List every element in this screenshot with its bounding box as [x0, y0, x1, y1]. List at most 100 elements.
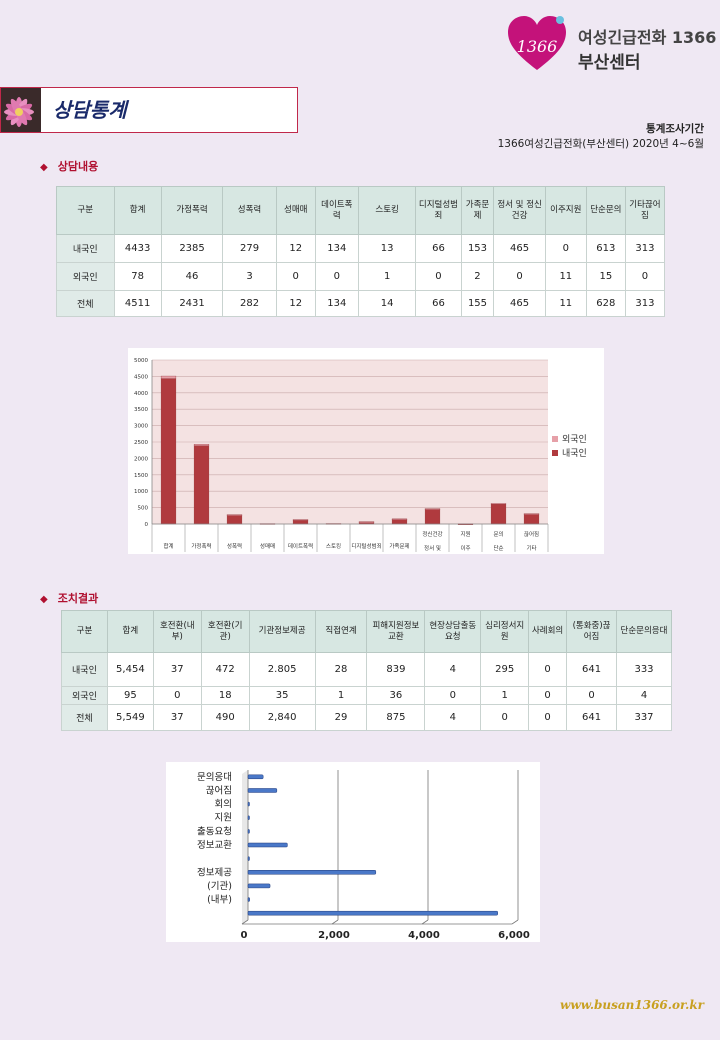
x-tick-label: 정신건강: [422, 530, 442, 538]
table-cell: 4: [616, 686, 672, 705]
column-header: 구분: [61, 610, 108, 653]
survey-period: 통계조사기간 1366여성긴급전화(부산센터) 2020년 4~6월: [498, 122, 704, 152]
column-header: 성폭력: [222, 186, 277, 235]
x-tick-label: 데이트폭력: [288, 542, 313, 550]
table-cell: 613: [585, 234, 626, 263]
bar-domestic: [424, 508, 441, 525]
bar: [247, 856, 250, 861]
bar-domestic: [523, 513, 540, 525]
row-header-cell: 외국인: [56, 262, 115, 291]
period-title: 통계조사기간: [646, 123, 704, 135]
row-header-cell: 외국인: [61, 686, 108, 705]
bar-foreign: [292, 519, 309, 521]
website-url[interactable]: www.busan1366.or.kr: [560, 998, 704, 1012]
y-tick-label: 1500: [134, 473, 148, 479]
table-cell: 1: [480, 686, 530, 705]
bar: [247, 788, 278, 793]
table-cell: 0: [528, 686, 568, 705]
column-header: 단순문의응대: [616, 610, 672, 653]
bar-foreign: [160, 375, 177, 379]
x-tick-label: 문의: [493, 531, 503, 538]
table-cell: 839: [366, 652, 426, 687]
gridline-floor: [421, 919, 429, 925]
y-tick-label: 500: [138, 506, 149, 512]
y-tick-label: 지원: [215, 813, 232, 824]
table-cell: 153: [460, 234, 495, 263]
y-tick-label: 0: [145, 522, 149, 528]
table-cell: 472: [200, 652, 250, 687]
bar: [247, 842, 288, 848]
bar-foreign: [391, 518, 408, 520]
column-header: 호전환(내부): [152, 610, 202, 653]
row-header-cell: 내국인: [61, 652, 108, 687]
page-title-box: 상담통계: [0, 87, 298, 133]
table-cell: 5,454: [106, 652, 154, 687]
table-cell: 95: [106, 686, 154, 705]
table-cell: 313: [624, 234, 666, 263]
column-header: 합계: [113, 186, 162, 235]
x-tick-label: 0: [241, 930, 248, 941]
column-header: 스토킹: [357, 186, 417, 235]
y-tick-label: 3000: [134, 424, 148, 430]
bar-foreign: [490, 503, 507, 505]
table-cell: 0: [314, 262, 359, 291]
table-cell: 29: [314, 704, 368, 731]
flower-icon: [1, 88, 41, 132]
table-cell: 2: [460, 262, 495, 291]
x-tick-label: 4,000: [408, 930, 440, 941]
action-table: 구분 합계 호전환(내부) 호전환(기관) 기관정보제공 직접연계 피해지원정보교환 현장상담…: [61, 610, 672, 731]
row-header-cell: 전체: [61, 704, 108, 731]
column-header: 심리정서지원: [480, 610, 530, 653]
y-tick-label: 3500: [134, 407, 148, 413]
table-row: 내국인 5,454 37 472 2.805 28 839 4 295 0 641 333: [61, 652, 672, 687]
row-header-cell: 전체: [56, 290, 115, 317]
y-tick-label: 정보제공: [197, 867, 232, 878]
table-cell: 0: [566, 686, 617, 705]
table-row: 외국인 78 46 3 0 0 1 0 2 0 11 15 0: [56, 262, 666, 291]
y-tick-label: (기관): [207, 881, 232, 892]
axis-wall: [242, 770, 248, 924]
column-header: 호전환(기관): [200, 610, 250, 653]
table-cell: 28: [314, 652, 368, 687]
column-header: 피해지원정보교환: [366, 610, 426, 653]
row-header-cell: 내국인: [56, 234, 115, 263]
column-header: 단순문의: [585, 186, 626, 235]
bar-domestic: [160, 378, 177, 525]
y-tick-label: 5000: [134, 358, 148, 364]
page-title: 상담통계: [53, 98, 127, 122]
table-header-row: 구분 합계 호전환(내부) 호전환(기관) 기관정보제공 직접연계 피해지원정보교환 현장상담…: [61, 610, 672, 653]
logo-emblem-text: 1366: [517, 37, 558, 56]
x-tick-label: 2,000: [318, 930, 350, 941]
gridline-floor: [511, 919, 519, 925]
column-header: 데이트폭력: [314, 186, 359, 235]
table-cell: 0: [528, 704, 568, 731]
table-cell: 15: [585, 262, 626, 291]
bar: [247, 829, 250, 834]
table-cell: 3: [222, 262, 277, 291]
table-cell: 66: [415, 234, 462, 263]
column-header: 구분: [56, 186, 115, 235]
logo: 1366 여성긴급전화 1366 부산센터: [506, 10, 716, 73]
bar: [247, 870, 377, 875]
counseling-bar-chart: 0 500 1000 1500 2000 2500 3000 3500 4000 4500 5000…: [128, 348, 604, 554]
bar-foreign: [226, 514, 243, 516]
table-cell: 0: [415, 262, 462, 291]
x-tick-label: 정서 및: [424, 544, 441, 552]
column-header: 합계: [106, 610, 154, 653]
y-tick-label: 문의응대: [197, 772, 232, 783]
table-cell: 1: [314, 686, 368, 705]
y-tick-label: 1000: [134, 489, 148, 495]
y-tick-label: 2500: [134, 440, 148, 446]
x-tick-label: 가정폭력: [191, 542, 211, 550]
gridline-floor: [331, 919, 339, 925]
table-cell: 37: [152, 652, 202, 687]
table-cell: 36: [366, 686, 426, 705]
bar: [247, 910, 498, 916]
table-row: 외국인 95 0 18 35 1 36 0 1 0 0 4: [61, 686, 672, 705]
y-tick-label: 끊어짐: [206, 785, 232, 796]
x-tick-label: 이주: [460, 544, 470, 552]
x-tick-label: 성폭력: [227, 542, 242, 550]
gridline-floor: [241, 919, 249, 925]
x-tick-label: 기타: [526, 544, 536, 552]
column-header: 기관정보제공: [248, 610, 316, 653]
